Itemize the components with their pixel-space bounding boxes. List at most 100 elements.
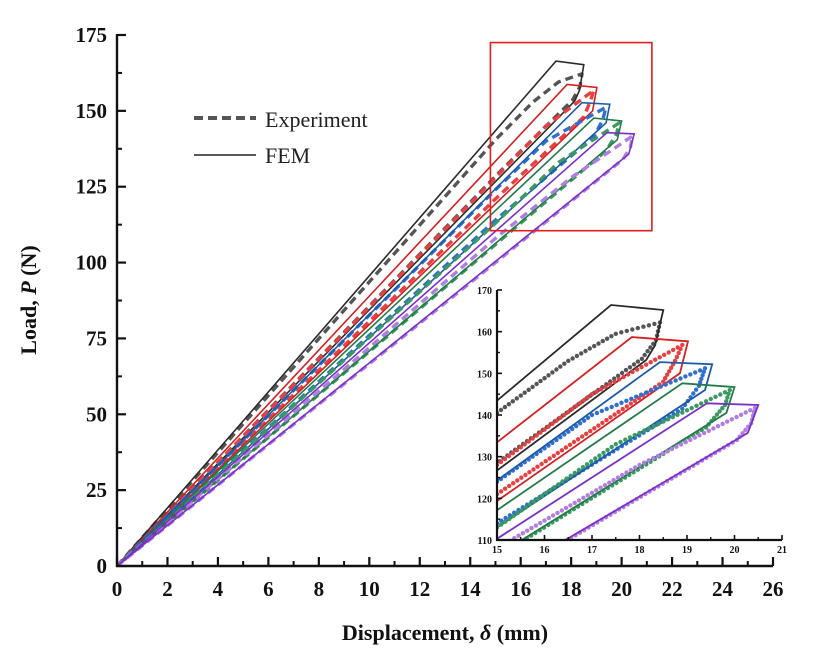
inset-experiment-point bbox=[627, 365, 633, 370]
inset-experiment-point bbox=[525, 528, 530, 533]
inset-experiment-point bbox=[487, 527, 491, 531]
inset-experiment-point bbox=[628, 401, 633, 406]
inset-experiment-point bbox=[527, 502, 532, 507]
inset-experiment-point bbox=[717, 409, 722, 414]
inset-experiment-point bbox=[556, 543, 560, 547]
inset-experiment-point bbox=[514, 448, 519, 453]
x-tick-label: 14 bbox=[460, 577, 482, 601]
inset-experiment-point bbox=[651, 423, 656, 429]
inset-experiment-point bbox=[614, 402, 619, 408]
inset-experiment-point bbox=[583, 348, 588, 354]
inset-experiment-point bbox=[542, 376, 547, 381]
inset-experiment-point bbox=[628, 467, 634, 473]
inset-experiment-point bbox=[568, 473, 573, 478]
inset-experiment-point bbox=[576, 498, 582, 503]
inset-experiment-point bbox=[518, 393, 523, 398]
inset-experiment-point bbox=[630, 327, 635, 332]
inset-experiment-point bbox=[615, 373, 621, 378]
inset-experiment-point bbox=[644, 362, 649, 367]
inset-experiment-point bbox=[550, 370, 555, 375]
fem-line-series-2 bbox=[117, 83, 598, 567]
inset-experiment-point bbox=[706, 428, 711, 433]
inset-experiment-point bbox=[498, 407, 504, 413]
inset-experiment-point bbox=[663, 376, 668, 381]
inset-experiment-point bbox=[563, 505, 569, 511]
inset-experiment-point bbox=[630, 369, 635, 375]
inset-experiment-point bbox=[551, 453, 556, 458]
inset-experiment-point bbox=[535, 496, 541, 501]
inset-experiment-point bbox=[678, 442, 684, 447]
inset-experiment-point bbox=[701, 369, 706, 374]
inset-experiment-point bbox=[522, 390, 527, 395]
inset-experiment-point bbox=[693, 387, 699, 392]
inset-experiment-point bbox=[534, 556, 538, 560]
inset-experiment-point bbox=[748, 408, 753, 413]
inset-experiment-point bbox=[684, 408, 690, 413]
inset-experiment-point bbox=[542, 518, 547, 523]
inset-experiment-point bbox=[558, 415, 563, 420]
x-tick-label: 20 bbox=[611, 577, 632, 601]
inset-experiment-point bbox=[542, 427, 547, 432]
y-axis-title-prefix: Load, bbox=[16, 295, 41, 355]
inset-experiment-point bbox=[555, 510, 560, 516]
inset-experiment-point bbox=[616, 377, 622, 382]
inset-experiment-point bbox=[487, 469, 491, 473]
inset-experiment-point bbox=[581, 418, 587, 423]
inset-experiment-point bbox=[598, 485, 603, 490]
inset-experiment-point bbox=[608, 415, 613, 420]
inset-experiment-point bbox=[612, 376, 617, 381]
inset-experiment-point bbox=[602, 483, 608, 488]
inset-experiment-point bbox=[661, 379, 666, 384]
inset-experiment-point bbox=[609, 334, 614, 339]
inset-experiment-point bbox=[589, 392, 595, 397]
y-tick-label: 100 bbox=[76, 251, 108, 275]
inset-experiment-point bbox=[566, 358, 571, 363]
inset-experiment-point bbox=[596, 423, 601, 428]
inset-y-tick-label: 110 bbox=[478, 536, 492, 547]
inset-experiment-point bbox=[645, 349, 650, 354]
y-axis-title-symbol: P bbox=[16, 281, 41, 296]
inset-experiment-point bbox=[546, 424, 551, 429]
inset-experiment-point bbox=[637, 430, 642, 436]
inset-experiment-point bbox=[613, 442, 618, 447]
inset-experiment-point bbox=[634, 394, 639, 399]
y-tick-label: 25 bbox=[86, 478, 107, 502]
inset-experiment-point bbox=[512, 544, 516, 548]
inset-experiment-point bbox=[624, 404, 629, 409]
inset-y-tick-label: 160 bbox=[477, 328, 492, 339]
inset-experiment-point bbox=[570, 426, 575, 432]
inset-experiment-point bbox=[703, 399, 709, 404]
inset-experiment-point bbox=[646, 426, 652, 431]
inset-experiment-point bbox=[585, 394, 591, 400]
inset-experiment-point bbox=[539, 461, 544, 467]
inset-experiment-point bbox=[554, 418, 559, 423]
inset-experiment-point bbox=[539, 493, 545, 499]
inset-experiment-point bbox=[486, 552, 490, 556]
inset-experiment-point bbox=[615, 475, 621, 480]
inset-experiment-point bbox=[680, 406, 685, 411]
inset-experiment-point bbox=[575, 437, 581, 442]
inset-experiment-point bbox=[502, 456, 508, 462]
inset-experiment-point bbox=[594, 488, 599, 493]
inset-experiment-point bbox=[673, 378, 678, 383]
inset-experiment-point bbox=[708, 396, 713, 402]
inset-experiment-point bbox=[729, 417, 734, 422]
x-tick-label: 8 bbox=[314, 577, 325, 601]
inset-x-tick-label: 19 bbox=[682, 545, 692, 556]
inset-experiment-point bbox=[592, 343, 597, 349]
inset-experiment-point bbox=[738, 412, 744, 417]
inset-experiment-point bbox=[652, 321, 657, 327]
inset-experiment-point bbox=[498, 489, 504, 494]
inset-experiment-point bbox=[648, 345, 653, 350]
inset-experiment-point bbox=[596, 341, 601, 346]
inset-experiment-point bbox=[560, 479, 565, 484]
inset-experiment-point bbox=[538, 378, 543, 384]
inset-experiment-point bbox=[680, 410, 685, 415]
inset-experiment-point bbox=[665, 417, 671, 422]
inset-experiment-point bbox=[598, 387, 604, 392]
x-tick-label: 18 bbox=[561, 577, 582, 601]
inset-experiment-point bbox=[563, 445, 569, 450]
inset-experiment-point bbox=[624, 470, 629, 475]
inset-experiment-point bbox=[613, 331, 618, 336]
